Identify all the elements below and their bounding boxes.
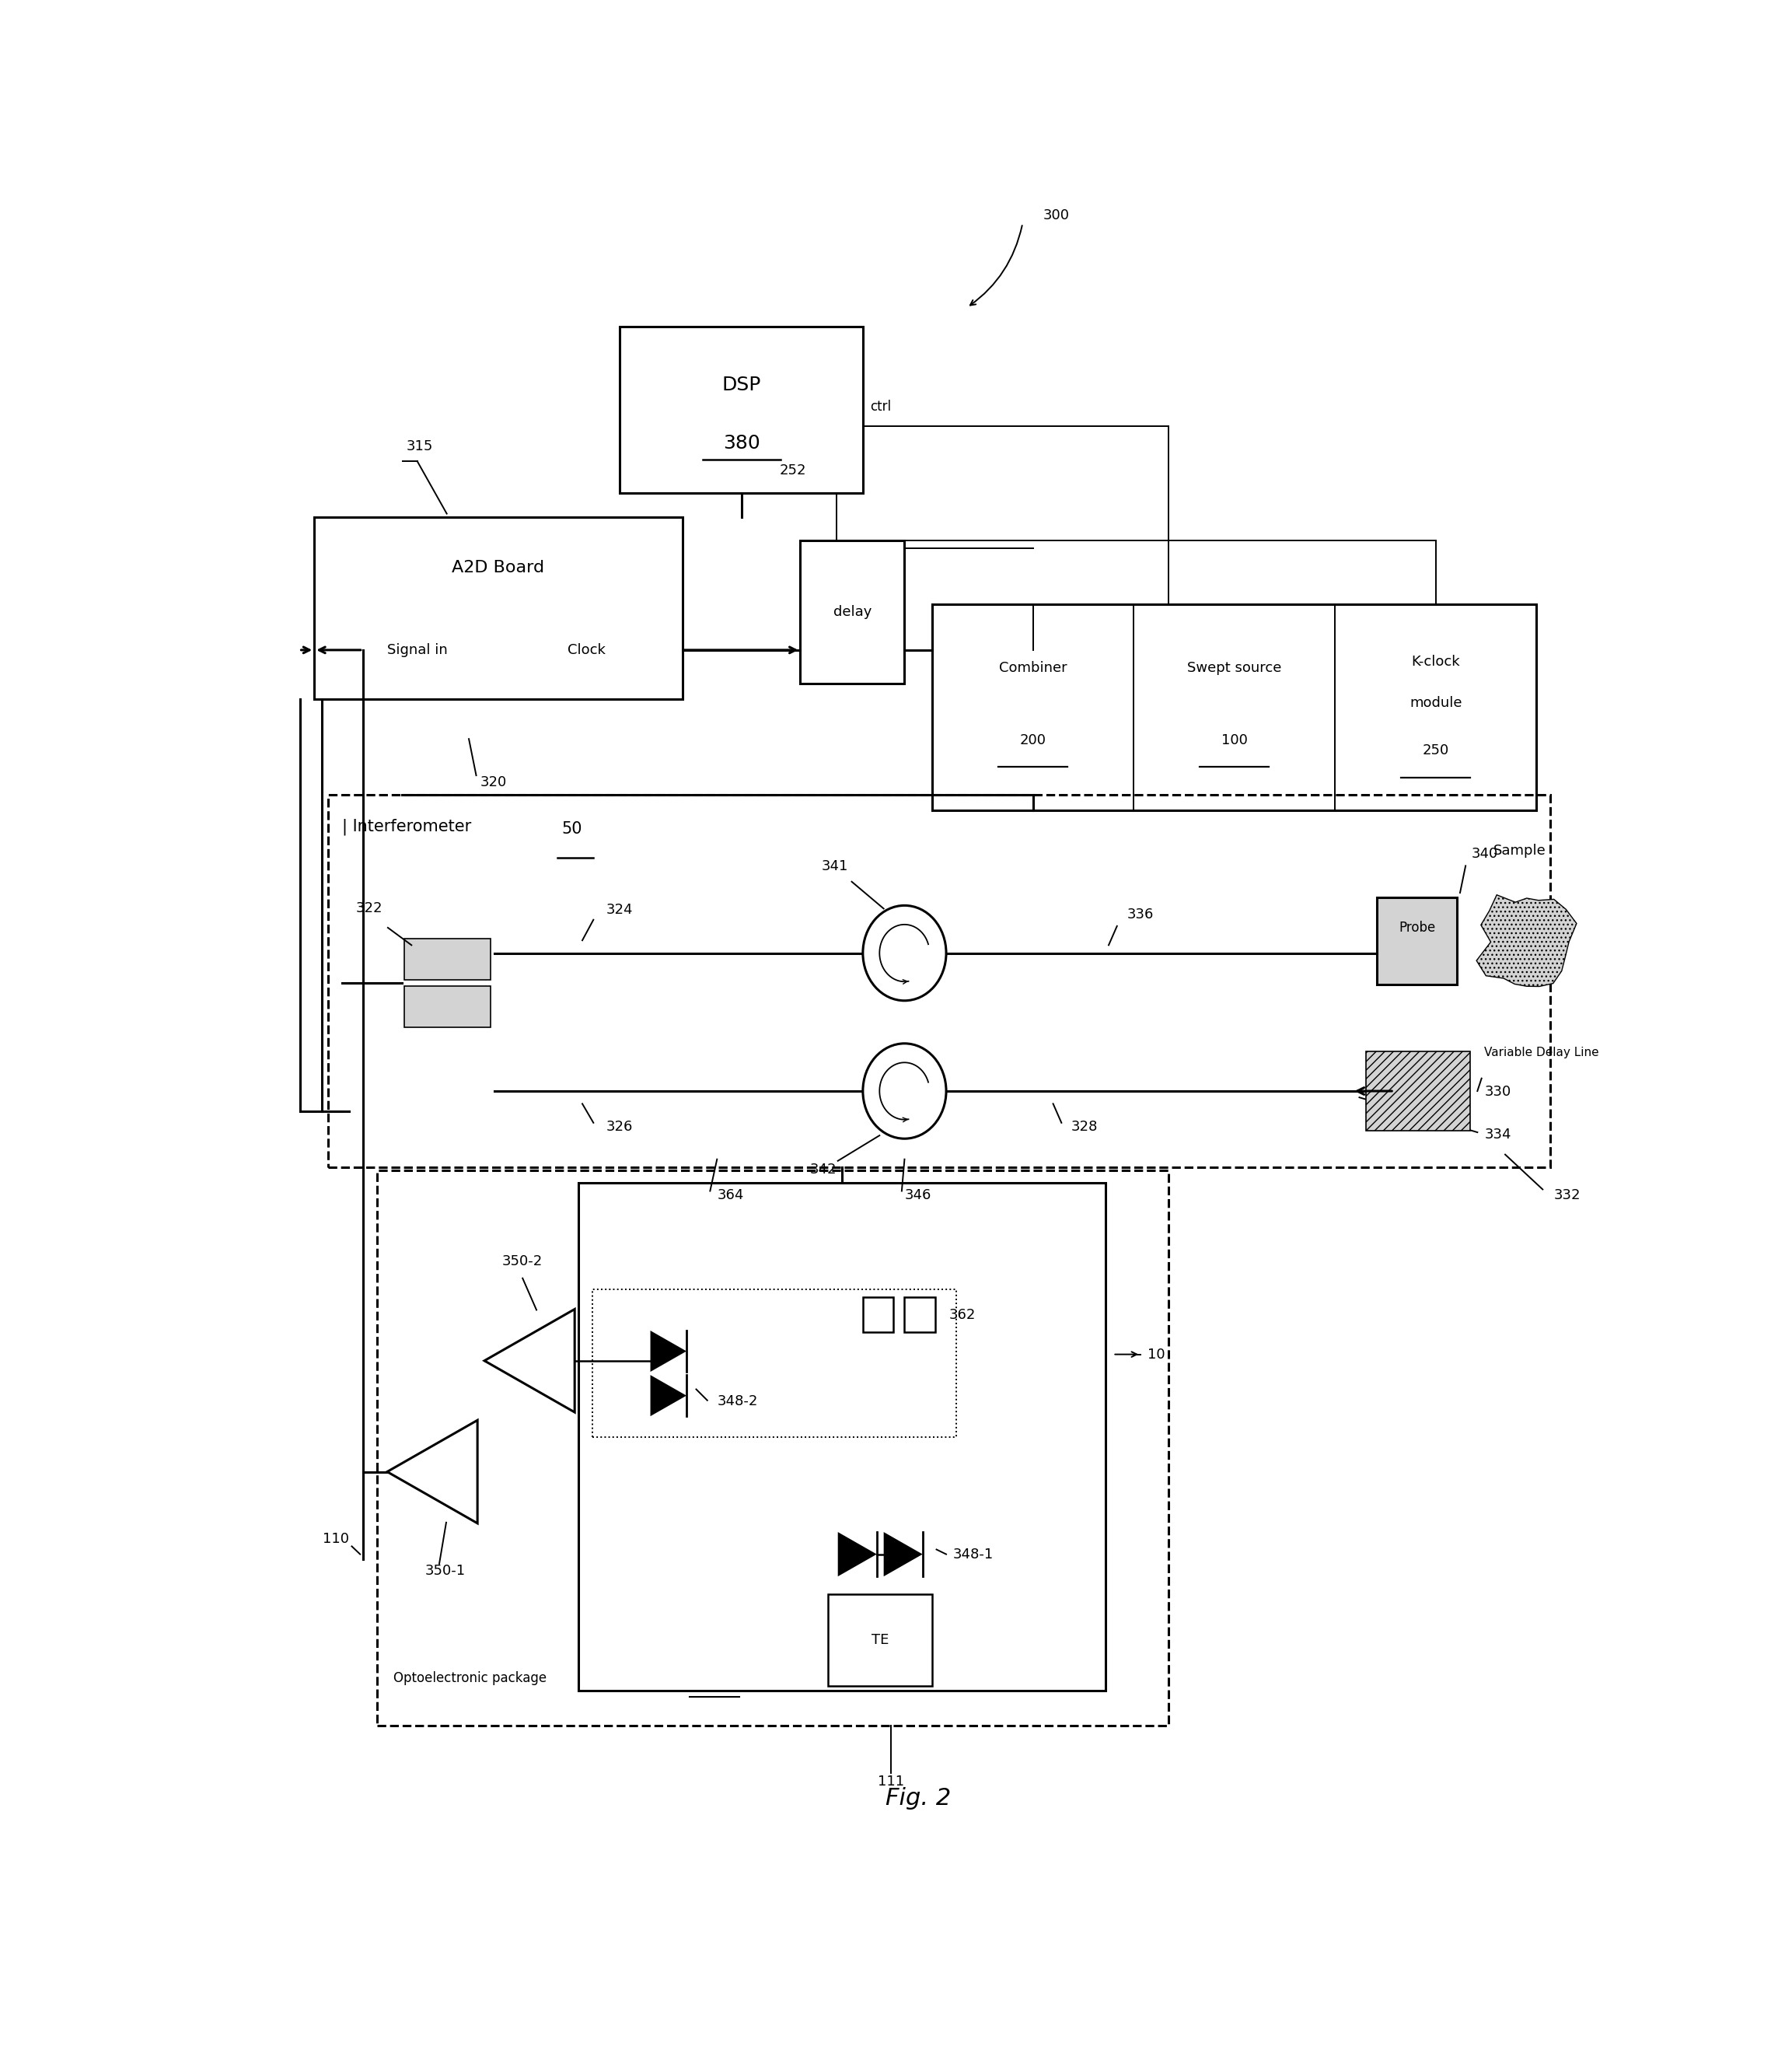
Text: module: module — [1410, 696, 1462, 711]
Text: 341: 341 — [821, 859, 848, 873]
Text: 348-1: 348-1 — [953, 1547, 995, 1561]
FancyBboxPatch shape — [905, 1298, 935, 1333]
Text: 110: 110 — [323, 1533, 349, 1547]
Text: 326: 326 — [606, 1121, 633, 1133]
Text: 350-1: 350-1 — [425, 1564, 466, 1578]
Text: 250: 250 — [1423, 744, 1450, 758]
Text: 330: 330 — [1484, 1086, 1511, 1098]
Polygon shape — [1477, 894, 1577, 987]
Text: 200: 200 — [695, 1671, 720, 1685]
Polygon shape — [839, 1533, 876, 1576]
Text: Combiner: Combiner — [998, 661, 1066, 676]
Text: 342: 342 — [810, 1162, 837, 1176]
Text: 328: 328 — [1072, 1121, 1098, 1133]
FancyBboxPatch shape — [828, 1594, 932, 1685]
Text: 100: 100 — [1220, 733, 1247, 748]
Text: Sample: Sample — [1493, 845, 1546, 857]
Text: 10: 10 — [1147, 1347, 1165, 1362]
Text: Variable Delay Line: Variable Delay Line — [1484, 1046, 1598, 1059]
Text: A2D Board: A2D Board — [452, 560, 545, 575]
Text: | Interferometer: | Interferometer — [342, 818, 471, 834]
FancyBboxPatch shape — [314, 517, 683, 698]
Text: 340: 340 — [1471, 847, 1498, 861]
Text: 334: 334 — [1484, 1127, 1511, 1141]
Text: ctrl: ctrl — [869, 400, 891, 414]
Text: TE: TE — [871, 1634, 889, 1646]
Polygon shape — [387, 1419, 477, 1522]
FancyBboxPatch shape — [864, 1298, 894, 1333]
Text: 90: 90 — [439, 954, 453, 964]
Text: Fig. 2: Fig. 2 — [885, 1788, 952, 1811]
Text: Clock: Clock — [568, 643, 606, 657]
Text: 252: 252 — [780, 463, 806, 478]
Text: 315: 315 — [407, 439, 434, 453]
Text: Swept source: Swept source — [1186, 661, 1281, 676]
FancyBboxPatch shape — [932, 604, 1536, 810]
Text: 364: 364 — [717, 1189, 744, 1203]
Text: 300: 300 — [1043, 208, 1070, 222]
FancyBboxPatch shape — [579, 1182, 1106, 1691]
Text: DSP: DSP — [722, 375, 762, 393]
Text: 324: 324 — [606, 902, 633, 917]
Text: 111: 111 — [878, 1776, 903, 1788]
Polygon shape — [650, 1374, 686, 1415]
Polygon shape — [405, 939, 491, 981]
Text: 380: 380 — [722, 435, 760, 453]
Text: delay: delay — [833, 606, 871, 618]
Text: 346: 346 — [905, 1189, 932, 1203]
Text: 350-2: 350-2 — [502, 1255, 543, 1269]
FancyBboxPatch shape — [1366, 1051, 1471, 1131]
Text: 10: 10 — [439, 1001, 453, 1011]
Polygon shape — [405, 987, 491, 1028]
FancyBboxPatch shape — [620, 328, 864, 492]
Polygon shape — [650, 1331, 686, 1372]
Text: 322: 322 — [357, 900, 383, 915]
Text: 50: 50 — [561, 822, 582, 836]
Text: 320: 320 — [480, 777, 507, 789]
Text: Optoelectronic package: Optoelectronic package — [394, 1671, 547, 1685]
Polygon shape — [484, 1310, 575, 1413]
Circle shape — [864, 906, 946, 1001]
Text: 332: 332 — [1554, 1189, 1581, 1203]
Text: K-clock: K-clock — [1412, 655, 1460, 670]
Text: Signal in: Signal in — [387, 643, 448, 657]
Circle shape — [864, 1044, 946, 1139]
FancyBboxPatch shape — [801, 540, 905, 684]
Text: 200: 200 — [1020, 733, 1047, 748]
Polygon shape — [883, 1533, 923, 1576]
Text: 336: 336 — [1127, 906, 1154, 921]
Text: 362: 362 — [950, 1308, 975, 1323]
FancyBboxPatch shape — [1376, 898, 1457, 985]
Text: Probe: Probe — [1398, 921, 1435, 935]
Text: 348-2: 348-2 — [717, 1395, 758, 1409]
